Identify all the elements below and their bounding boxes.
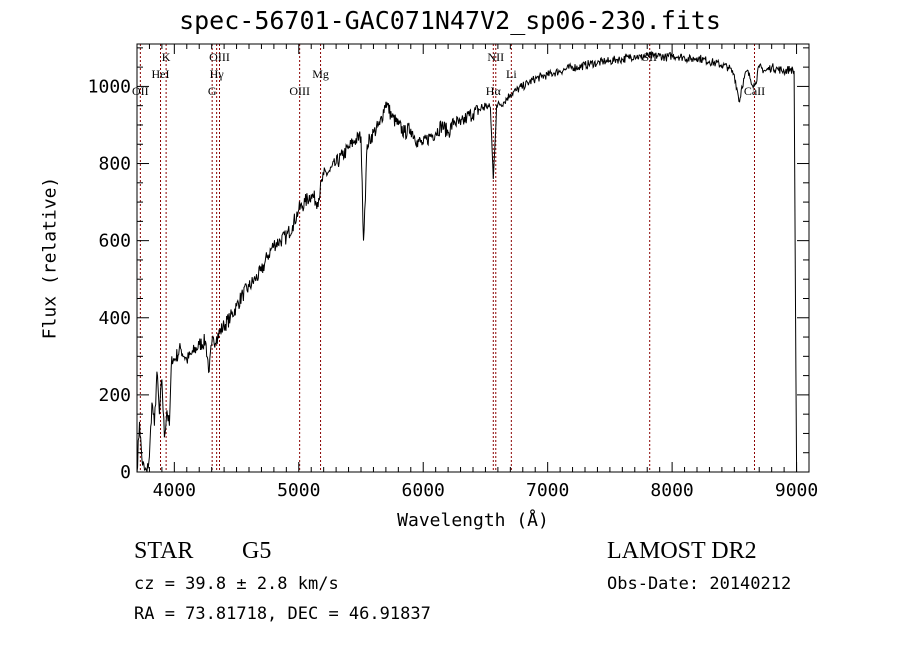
y-tick-label: 800: [98, 154, 131, 175]
observation-date: Obs-Date: 20140212: [607, 574, 792, 594]
x-tick-label: 9000: [775, 480, 818, 501]
object-subclass: G5: [242, 538, 272, 564]
page-title: spec-56701-GAC071N47V2_sp06-230.fits: [179, 6, 721, 35]
y-tick-label: 400: [98, 308, 131, 329]
axis-tick-labels: 4000 5000 6000 7000 8000 9000 0 200 400 600 800 100…: [88, 76, 819, 501]
line-marker-label: Li: [506, 67, 517, 81]
coordinates-readout: RA = 73.81718, DEC = 46.91837: [134, 604, 431, 624]
x-axis-label: Wavelength (Å): [397, 510, 549, 531]
x-tick-label: 5000: [277, 480, 320, 501]
y-tick-label: 0: [120, 462, 131, 483]
object-class: STAR: [134, 538, 194, 564]
line-marker-label: CaII: [744, 84, 765, 98]
line-marker-group: [139, 44, 755, 472]
line-marker-label: Hγ: [210, 67, 225, 81]
x-tick-label: 4000: [153, 480, 196, 501]
line-marker-label: Hα: [486, 84, 502, 98]
x-tick-label: 7000: [526, 480, 569, 501]
x-tick-label: 6000: [402, 480, 445, 501]
line-marker-label: G: [208, 84, 217, 98]
y-tick-label: 200: [98, 385, 131, 406]
survey-name: LAMOST DR2: [607, 538, 757, 564]
y-axis-label: Flux (relative): [39, 176, 61, 340]
line-marker-label: HeI: [152, 67, 170, 81]
line-marker-label: K: [162, 50, 171, 64]
line-marker-label: OIII: [289, 84, 310, 98]
line-marker-label: SII: [642, 50, 657, 64]
line-marker-label: Mg: [312, 67, 329, 81]
plot-frame: [136, 43, 810, 473]
y-tick-label: 1000: [88, 76, 131, 97]
axis-ticks: [136, 44, 810, 473]
redshift-readout: cz = 39.8 ± 2.8 km/s: [134, 574, 339, 594]
spectrum-line: [136, 50, 798, 473]
line-marker-label: OIII: [209, 50, 230, 64]
y-tick-label: 600: [98, 231, 131, 252]
line-marker-label: OII: [132, 84, 149, 98]
x-tick-label: 8000: [650, 480, 693, 501]
line-marker-label: NII: [487, 50, 504, 64]
